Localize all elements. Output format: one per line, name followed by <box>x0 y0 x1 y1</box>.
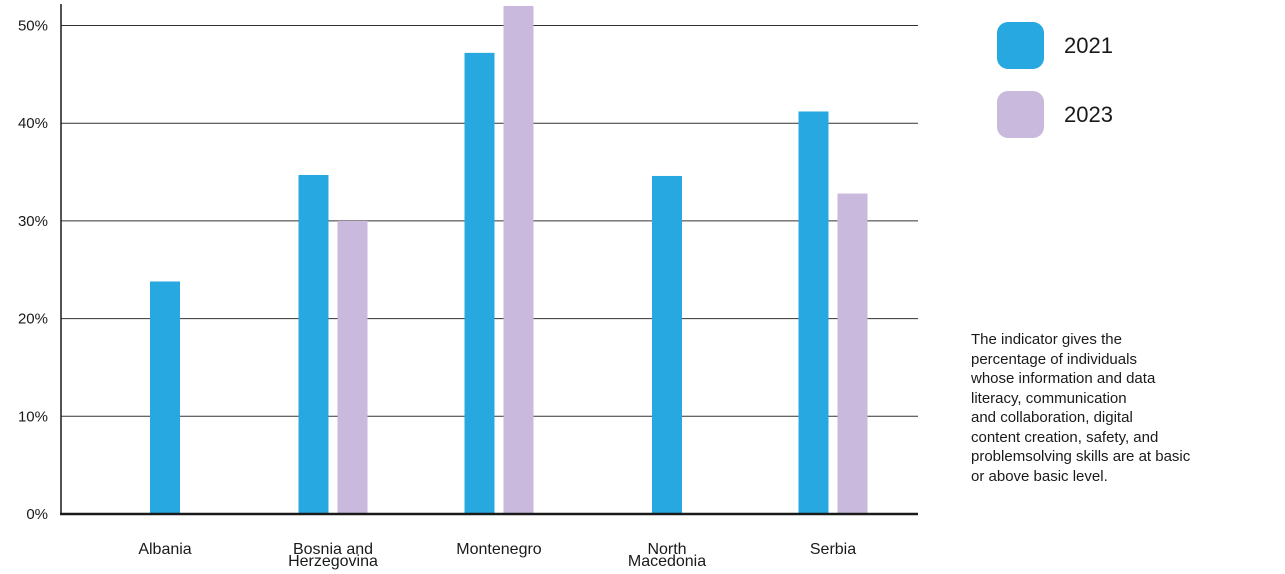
note-line: problemsolving skills are at basic <box>971 448 1191 465</box>
bar-2021 <box>798 111 829 514</box>
legend: 2021 2023 <box>997 22 1257 160</box>
legend-label-2023: 2023 <box>1064 101 1113 127</box>
note-line: and collaboration, digital <box>971 409 1133 426</box>
y-tick-label: 30% <box>18 213 48 230</box>
legend-swatch-2023 <box>997 91 1044 138</box>
legend-label-2021: 2021 <box>1064 32 1113 58</box>
legend-item-2021: 2021 <box>997 22 1257 69</box>
y-tick-label: 20% <box>18 311 48 328</box>
note-line: content creation, safety, and <box>971 428 1159 446</box>
y-tick-label: 0% <box>26 506 48 523</box>
note-line: or above basic level. <box>971 467 1108 485</box>
note-line: The indicator gives the <box>971 331 1122 348</box>
note-line: percentage of individuals <box>971 350 1137 368</box>
x-category-label: Herzegovina <box>288 553 378 570</box>
note-line: whose information and data <box>971 370 1156 387</box>
bar-2021 <box>298 174 329 514</box>
legend-item-2023: 2023 <box>997 91 1257 138</box>
x-category-label: Macedonia <box>628 553 706 570</box>
indicator-note: The indicator gives the percentage of in… <box>971 330 1271 486</box>
bar-2021 <box>150 281 180 514</box>
note-line: literacy, communication <box>971 389 1127 407</box>
y-tick-label: 10% <box>18 408 48 425</box>
bar-2023 <box>503 5 534 515</box>
x-category-label: Bosnia and <box>293 541 373 558</box>
y-tick-label: 50% <box>18 18 48 35</box>
x-category-label: North <box>647 541 686 558</box>
bar-2021 <box>652 175 682 514</box>
y-tick-label: 40% <box>18 115 48 132</box>
legend-swatch-2021 <box>997 22 1044 69</box>
bar-2021 <box>464 52 495 515</box>
x-category-label: Serbia <box>810 541 856 558</box>
bar-2023 <box>837 193 868 514</box>
x-category-label: Montenegro <box>456 541 541 558</box>
bar-2023 <box>337 220 368 514</box>
x-category-label: Albania <box>138 541 191 558</box>
